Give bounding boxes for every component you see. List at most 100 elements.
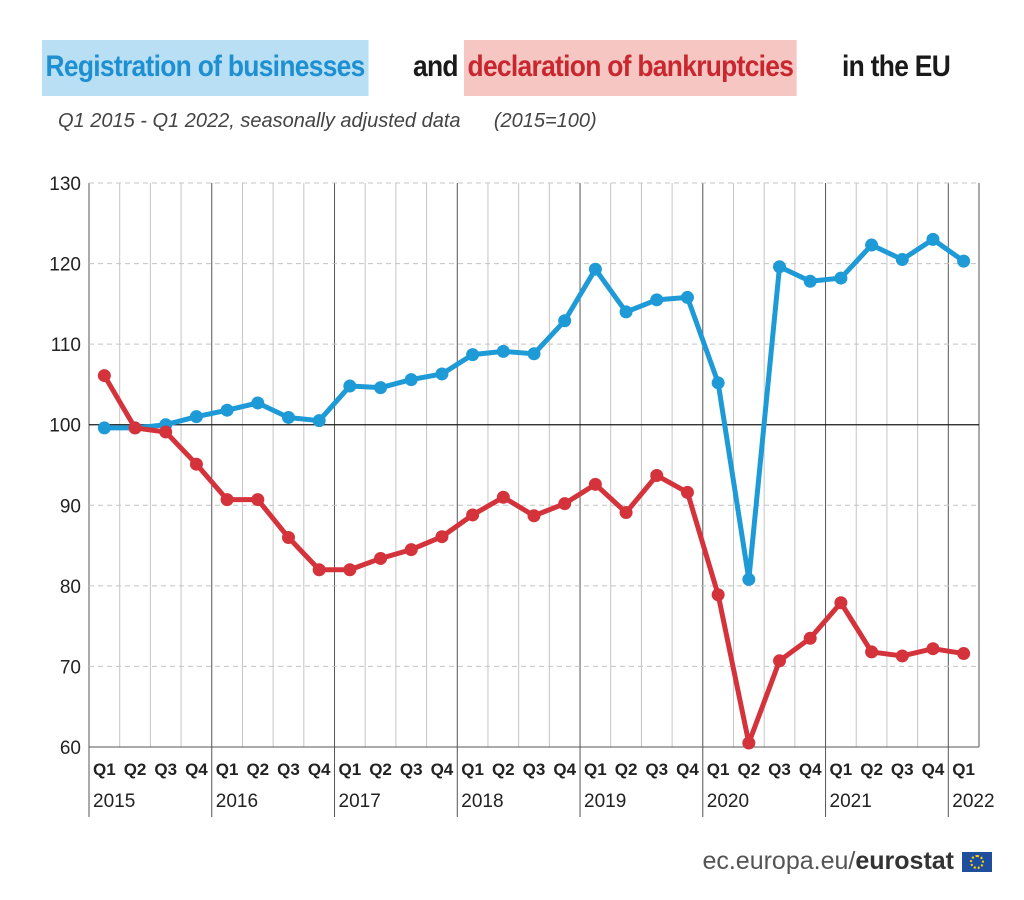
x-year-label: 2022 <box>952 791 994 812</box>
registrations-point <box>926 232 940 246</box>
x-quarter-label: Q3 <box>523 760 546 779</box>
bankruptcies-line <box>101 373 967 746</box>
x-quarter-label: Q1 <box>830 760 853 779</box>
chart-subtitle: Q1 2015 - Q1 2022, seasonally adjusted d… <box>58 110 597 132</box>
y-tick-label: 60 <box>60 738 81 759</box>
bankruptcies-point <box>189 457 203 471</box>
x-quarter-label: Q2 <box>492 760 515 779</box>
registrations-point <box>773 260 787 274</box>
y-tick-label: 120 <box>49 255 81 276</box>
registrations-point <box>189 410 203 424</box>
x-quarter-label: Q3 <box>891 760 914 779</box>
x-year-label: 2018 <box>461 791 503 812</box>
x-quarter-label: Q3 <box>645 760 668 779</box>
bankruptcies-point <box>558 497 572 511</box>
x-quarter-label: Q1 <box>216 760 239 779</box>
registrations-point <box>619 305 633 319</box>
registrations-point <box>680 290 694 304</box>
x-year-label: 2017 <box>339 791 381 812</box>
registrations-point <box>895 253 909 267</box>
chart-title: Registration of businesses and declarati… <box>42 38 969 98</box>
x-year-label: 2015 <box>93 791 135 812</box>
footer: ec.europa.eu/eurostat <box>702 847 992 876</box>
y-tick-label: 110 <box>51 335 81 356</box>
x-quarter-label: Q4 <box>431 760 454 779</box>
registrations-point <box>803 274 817 288</box>
registrations-point <box>97 421 111 435</box>
bankruptcies-point <box>281 531 295 545</box>
registrations-point <box>374 381 388 395</box>
bankruptcies-point <box>895 649 909 663</box>
registrations-point <box>742 572 756 586</box>
x-quarter-label: Q2 <box>860 760 883 779</box>
bankruptcies-point <box>773 654 787 668</box>
registrations-point <box>558 314 572 328</box>
registrations-point <box>343 379 357 393</box>
registrations-point <box>711 376 725 390</box>
bankruptcies-point <box>97 369 111 383</box>
x-quarter-label: Q2 <box>615 760 638 779</box>
bankruptcies-point <box>159 425 173 439</box>
x-quarter-label: Q1 <box>461 760 484 779</box>
x-year-label: 2020 <box>707 791 749 812</box>
x-quarter-label: Q2 <box>369 760 392 779</box>
bankruptcies-point <box>803 631 817 645</box>
x-quarter-label: Q1 <box>339 760 362 779</box>
x-quarter-label: Q2 <box>246 760 269 779</box>
bankruptcies-point <box>220 493 234 507</box>
x-quarter-label: Q4 <box>553 760 576 779</box>
x-quarter-label: Q4 <box>922 760 945 779</box>
registrations-point <box>650 293 664 307</box>
bankruptcies-point <box>926 642 940 656</box>
axes: 60 70 80 90 100 110 120 130 Q1 Q2 Q3 Q4 Q1 Q2 Q3 Q4 Q1 Q2… <box>49 174 994 812</box>
registrations-point <box>865 238 879 252</box>
title-registrations: Registration of businesses <box>42 40 369 96</box>
x-quarter-label: Q3 <box>277 760 300 779</box>
x-quarter-label: Q2 <box>124 760 147 779</box>
x-quarter-label: Q4 <box>308 760 331 779</box>
bankruptcies-point <box>742 736 756 750</box>
x-quarter-label: Q3 <box>154 760 177 779</box>
bankruptcies-point <box>466 508 480 522</box>
registrations-point <box>251 396 265 410</box>
x-quarter-label: Q1 <box>93 760 116 779</box>
x-quarter-label: Q4 <box>185 760 208 779</box>
bankruptcies-point <box>588 477 602 491</box>
bankruptcies-point <box>374 551 388 565</box>
registrations-point <box>466 348 480 362</box>
registrations-point <box>496 344 510 358</box>
y-tick-label: 80 <box>60 577 81 598</box>
x-year-label: 2016 <box>216 791 258 812</box>
bankruptcies-point <box>957 647 971 661</box>
y-tick-label: 90 <box>60 496 81 517</box>
x-quarter-label: Q2 <box>737 760 760 779</box>
registrations-point <box>527 347 541 361</box>
y-tick-label: 70 <box>60 657 81 678</box>
bankruptcies-point <box>435 530 449 544</box>
registrations-point <box>957 254 971 268</box>
registrations-point <box>220 403 234 417</box>
bankruptcies-point <box>834 596 848 610</box>
title-region: in the EU <box>841 50 951 83</box>
registrations-point <box>435 367 449 381</box>
bankruptcies-point <box>251 493 265 507</box>
x-quarter-label: Q4 <box>676 760 699 779</box>
bankruptcies-point <box>711 588 725 602</box>
bankruptcies-point <box>527 509 541 523</box>
bankruptcies-point <box>865 645 879 659</box>
x-year-label: 2019 <box>584 791 626 812</box>
series <box>97 232 971 750</box>
bankruptcies-point <box>404 543 418 557</box>
title-bankruptcies: declaration of bankruptcies <box>463 40 797 96</box>
x-quarter-label: Q1 <box>584 760 607 779</box>
registrations-point <box>312 414 326 428</box>
bankruptcies-point <box>312 563 326 577</box>
bankruptcies-point <box>680 485 694 499</box>
eu-flag-icon <box>962 851 992 872</box>
bankruptcies-point <box>496 490 510 504</box>
registrations-point <box>588 262 602 276</box>
registrations-point <box>404 373 418 387</box>
bankruptcies-point <box>619 506 633 520</box>
source-link[interactable]: ec.europa.eu/eurostat <box>702 847 954 875</box>
grid <box>88 182 980 817</box>
